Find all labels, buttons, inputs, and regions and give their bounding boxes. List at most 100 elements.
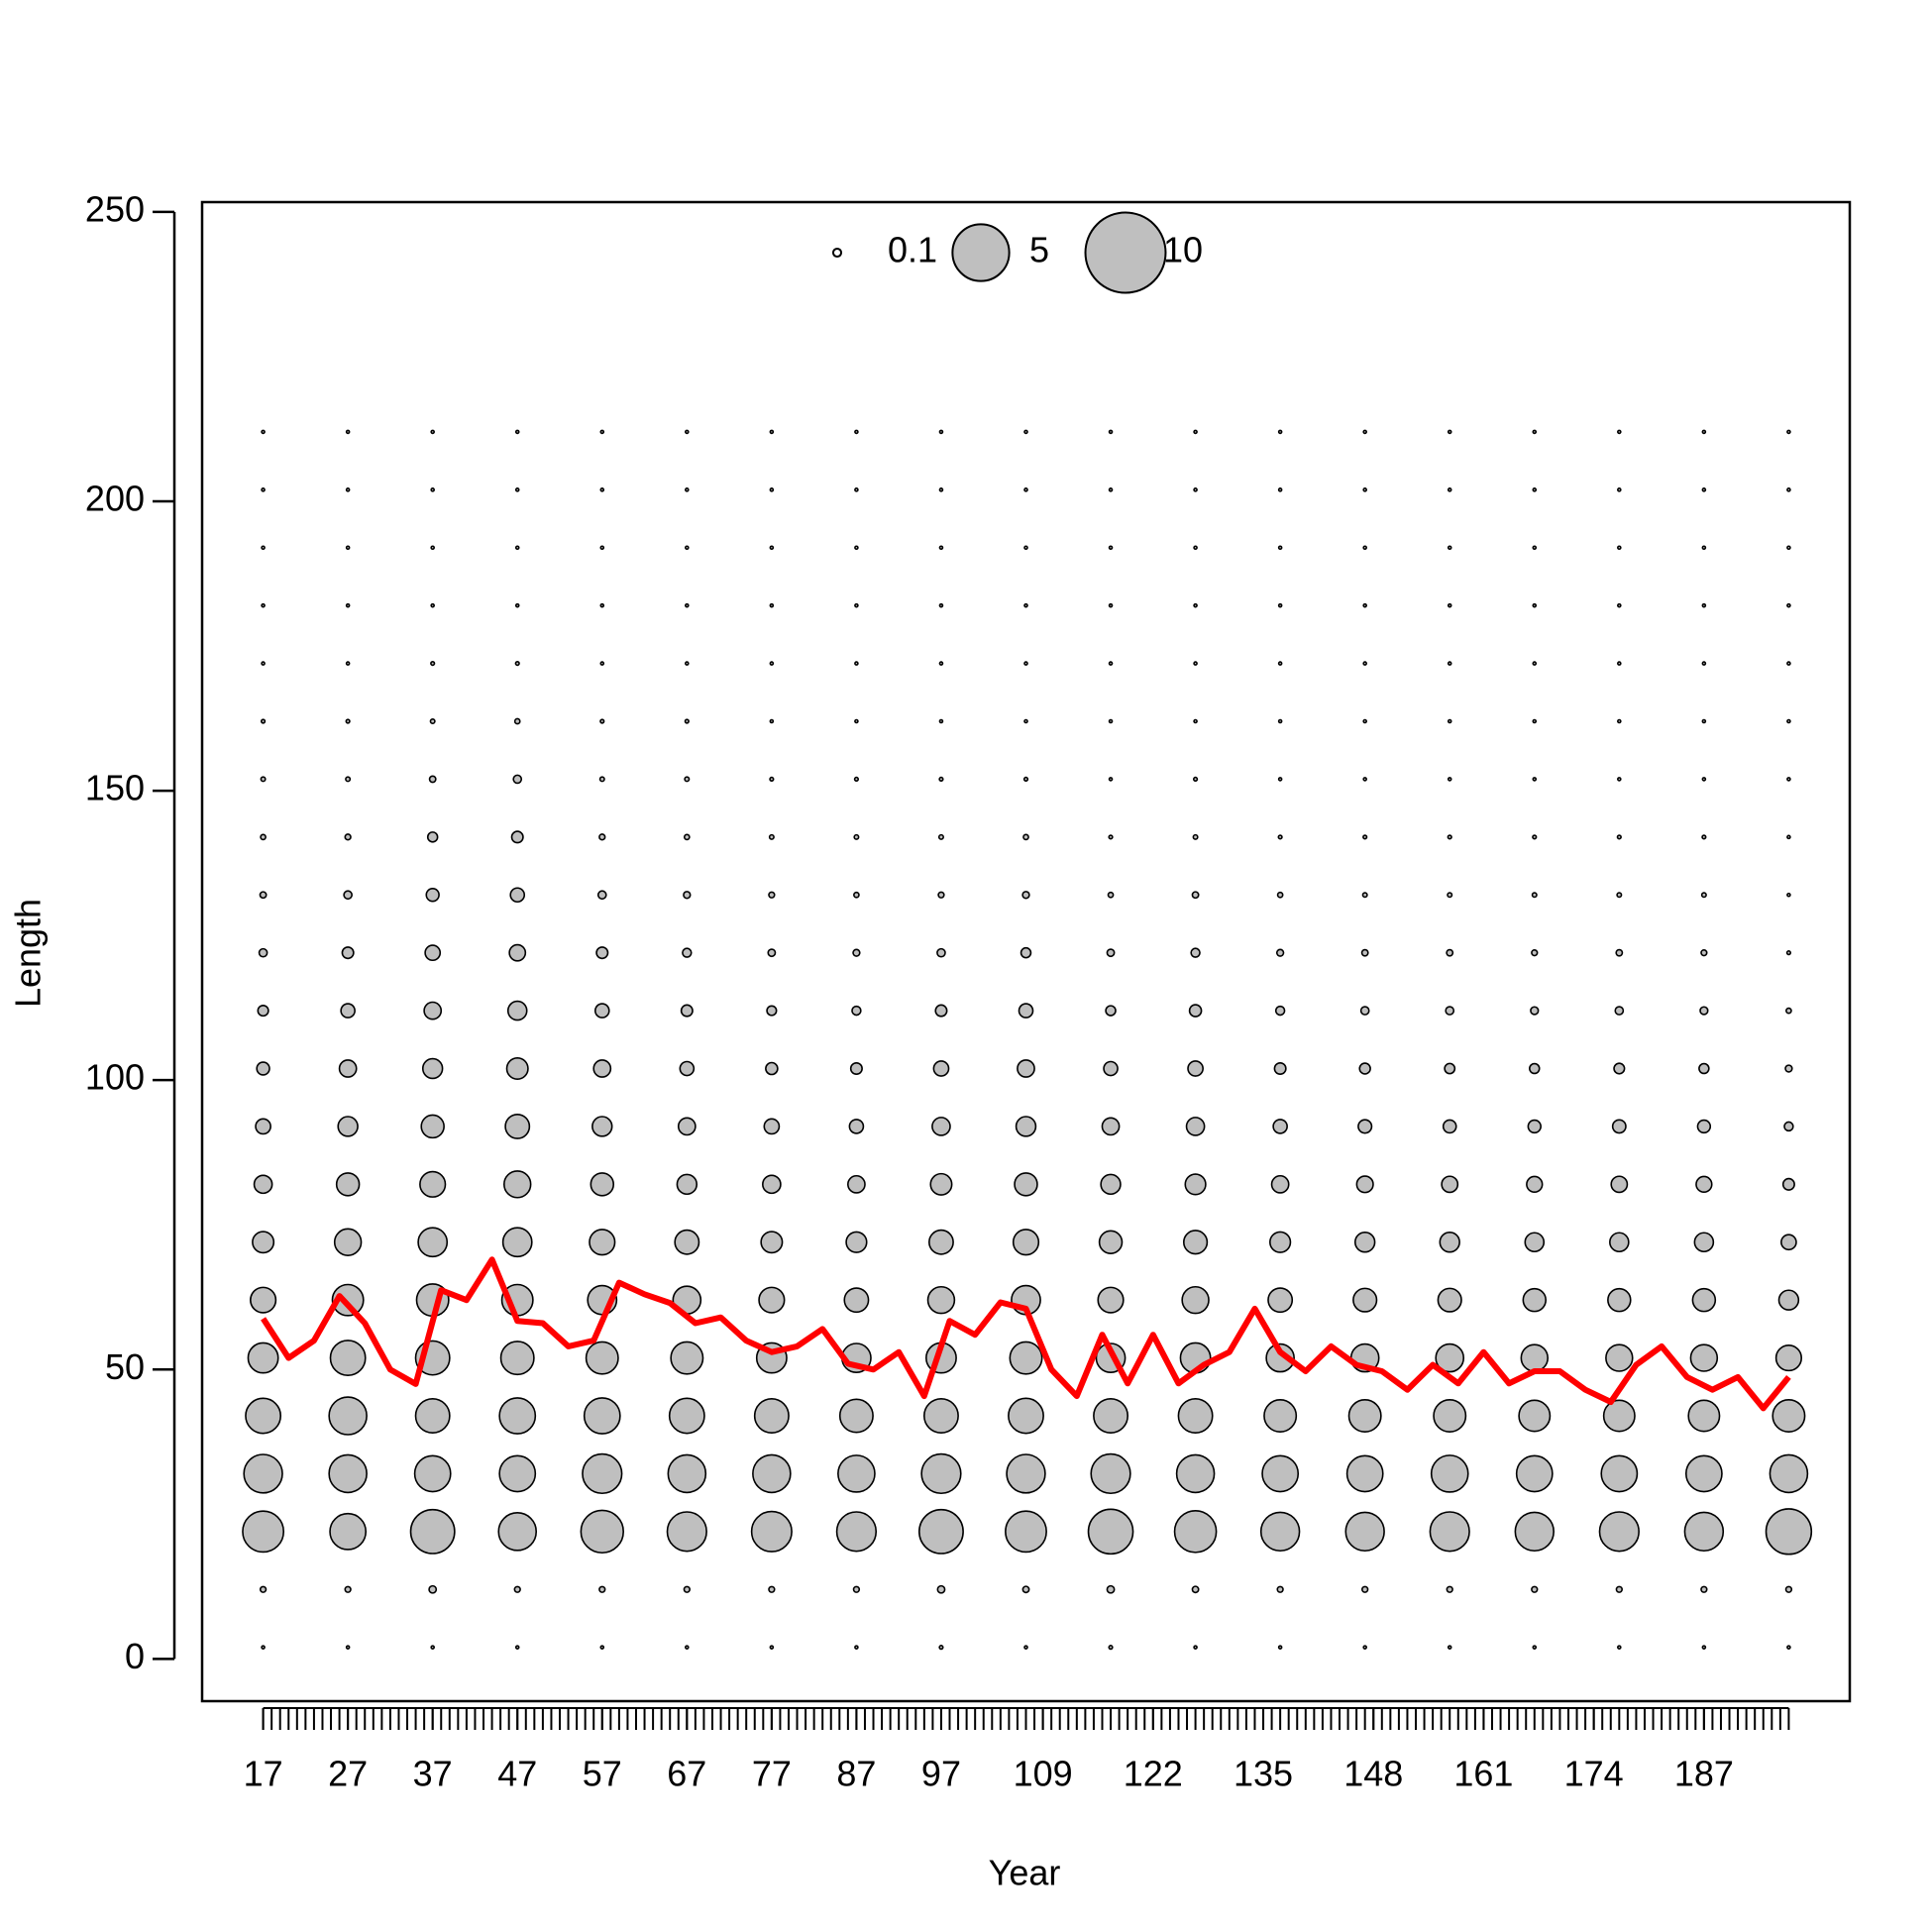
bubble	[680, 1004, 694, 1018]
bubble	[1429, 1511, 1470, 1553]
bubble	[1193, 1645, 1198, 1650]
bubble	[843, 1287, 870, 1314]
bubble	[1695, 1175, 1713, 1194]
bubble	[848, 1119, 865, 1134]
bubble	[1607, 1287, 1632, 1313]
bubble	[849, 1061, 863, 1076]
bubble	[1093, 1398, 1129, 1434]
bubble	[1353, 1232, 1376, 1253]
bubble	[341, 946, 355, 960]
bubble	[261, 661, 266, 666]
bubble	[1701, 429, 1707, 435]
bubble	[1531, 1585, 1539, 1593]
bubble	[1274, 1005, 1286, 1017]
bubble	[345, 487, 351, 492]
bubble	[421, 1057, 444, 1080]
bubble	[1691, 1287, 1717, 1313]
bubble	[582, 1452, 623, 1495]
bubble	[1701, 834, 1707, 840]
bubble	[514, 545, 520, 551]
bubble	[428, 775, 437, 784]
legend-bubble	[951, 223, 1011, 282]
bubble	[1101, 1117, 1121, 1136]
bubble	[1617, 545, 1622, 551]
bubble	[1611, 1119, 1627, 1134]
bubble	[1784, 1064, 1793, 1073]
bubble	[590, 1172, 615, 1197]
bubble	[1017, 1059, 1035, 1078]
bubble	[838, 1398, 874, 1434]
bubble	[243, 1453, 283, 1494]
bubble	[255, 1118, 271, 1135]
bubble	[1362, 718, 1367, 724]
bubble	[331, 1283, 365, 1317]
bubble	[409, 1508, 456, 1555]
bubble	[599, 1645, 605, 1650]
bubble	[853, 891, 860, 899]
bubble	[337, 1116, 359, 1137]
bubble	[750, 1510, 793, 1553]
bubble	[769, 661, 775, 666]
bubble	[1693, 1232, 1715, 1253]
bubble	[508, 943, 527, 962]
bubble	[1108, 487, 1114, 492]
bubble	[1615, 1585, 1623, 1593]
bubble	[762, 1174, 782, 1195]
bubble	[1774, 1343, 1803, 1372]
bubble	[260, 718, 267, 724]
bubble	[1023, 487, 1028, 492]
bubble	[344, 833, 352, 841]
bubble	[1684, 1454, 1723, 1493]
bubble	[328, 1396, 368, 1436]
bubble	[1277, 1645, 1283, 1650]
bubble	[260, 776, 267, 783]
bubble	[426, 831, 439, 843]
x-tick-label: 27	[328, 1754, 368, 1794]
bubble	[835, 1511, 878, 1553]
bubble	[937, 833, 944, 840]
bubble	[499, 1341, 535, 1376]
bubble	[1433, 1399, 1467, 1433]
bubble	[1447, 545, 1452, 551]
x-tick-label: 47	[497, 1754, 537, 1794]
bubble	[1527, 1119, 1542, 1134]
bubble	[1177, 1398, 1214, 1434]
bubble	[1435, 1342, 1465, 1373]
bubble	[1362, 834, 1368, 840]
x-tick-label: 174	[1564, 1754, 1624, 1794]
bubble	[1187, 1060, 1204, 1077]
bubble	[1012, 1229, 1040, 1256]
bubble	[938, 487, 944, 492]
bubble	[1532, 429, 1538, 435]
bubble	[1106, 1584, 1116, 1594]
bubble	[1261, 1454, 1300, 1493]
bubble	[1108, 718, 1114, 724]
bubble	[768, 833, 775, 840]
x-tick-label: 17	[244, 1754, 283, 1794]
bubble	[934, 1004, 948, 1018]
bubble	[329, 1340, 367, 1377]
bubble	[1771, 1399, 1806, 1433]
bubble	[1683, 1511, 1725, 1553]
bubble	[1360, 948, 1369, 957]
bubble	[1272, 1119, 1288, 1134]
bubble	[419, 1170, 447, 1198]
bubble	[854, 1645, 859, 1650]
bubble	[1106, 948, 1116, 958]
bubble	[922, 1398, 959, 1434]
bubble	[1442, 1119, 1457, 1134]
bubble	[684, 776, 691, 783]
bubble	[852, 948, 861, 957]
bubble	[1531, 949, 1539, 957]
bubble	[1700, 892, 1707, 899]
bubble	[769, 602, 775, 608]
bubble	[769, 545, 775, 551]
bubble	[1447, 1645, 1452, 1650]
bubble	[1263, 1399, 1298, 1433]
bubble	[345, 718, 351, 724]
bubble	[1023, 545, 1028, 551]
bubble	[1182, 1230, 1209, 1255]
bubble	[512, 774, 523, 785]
bubble	[1700, 949, 1708, 957]
